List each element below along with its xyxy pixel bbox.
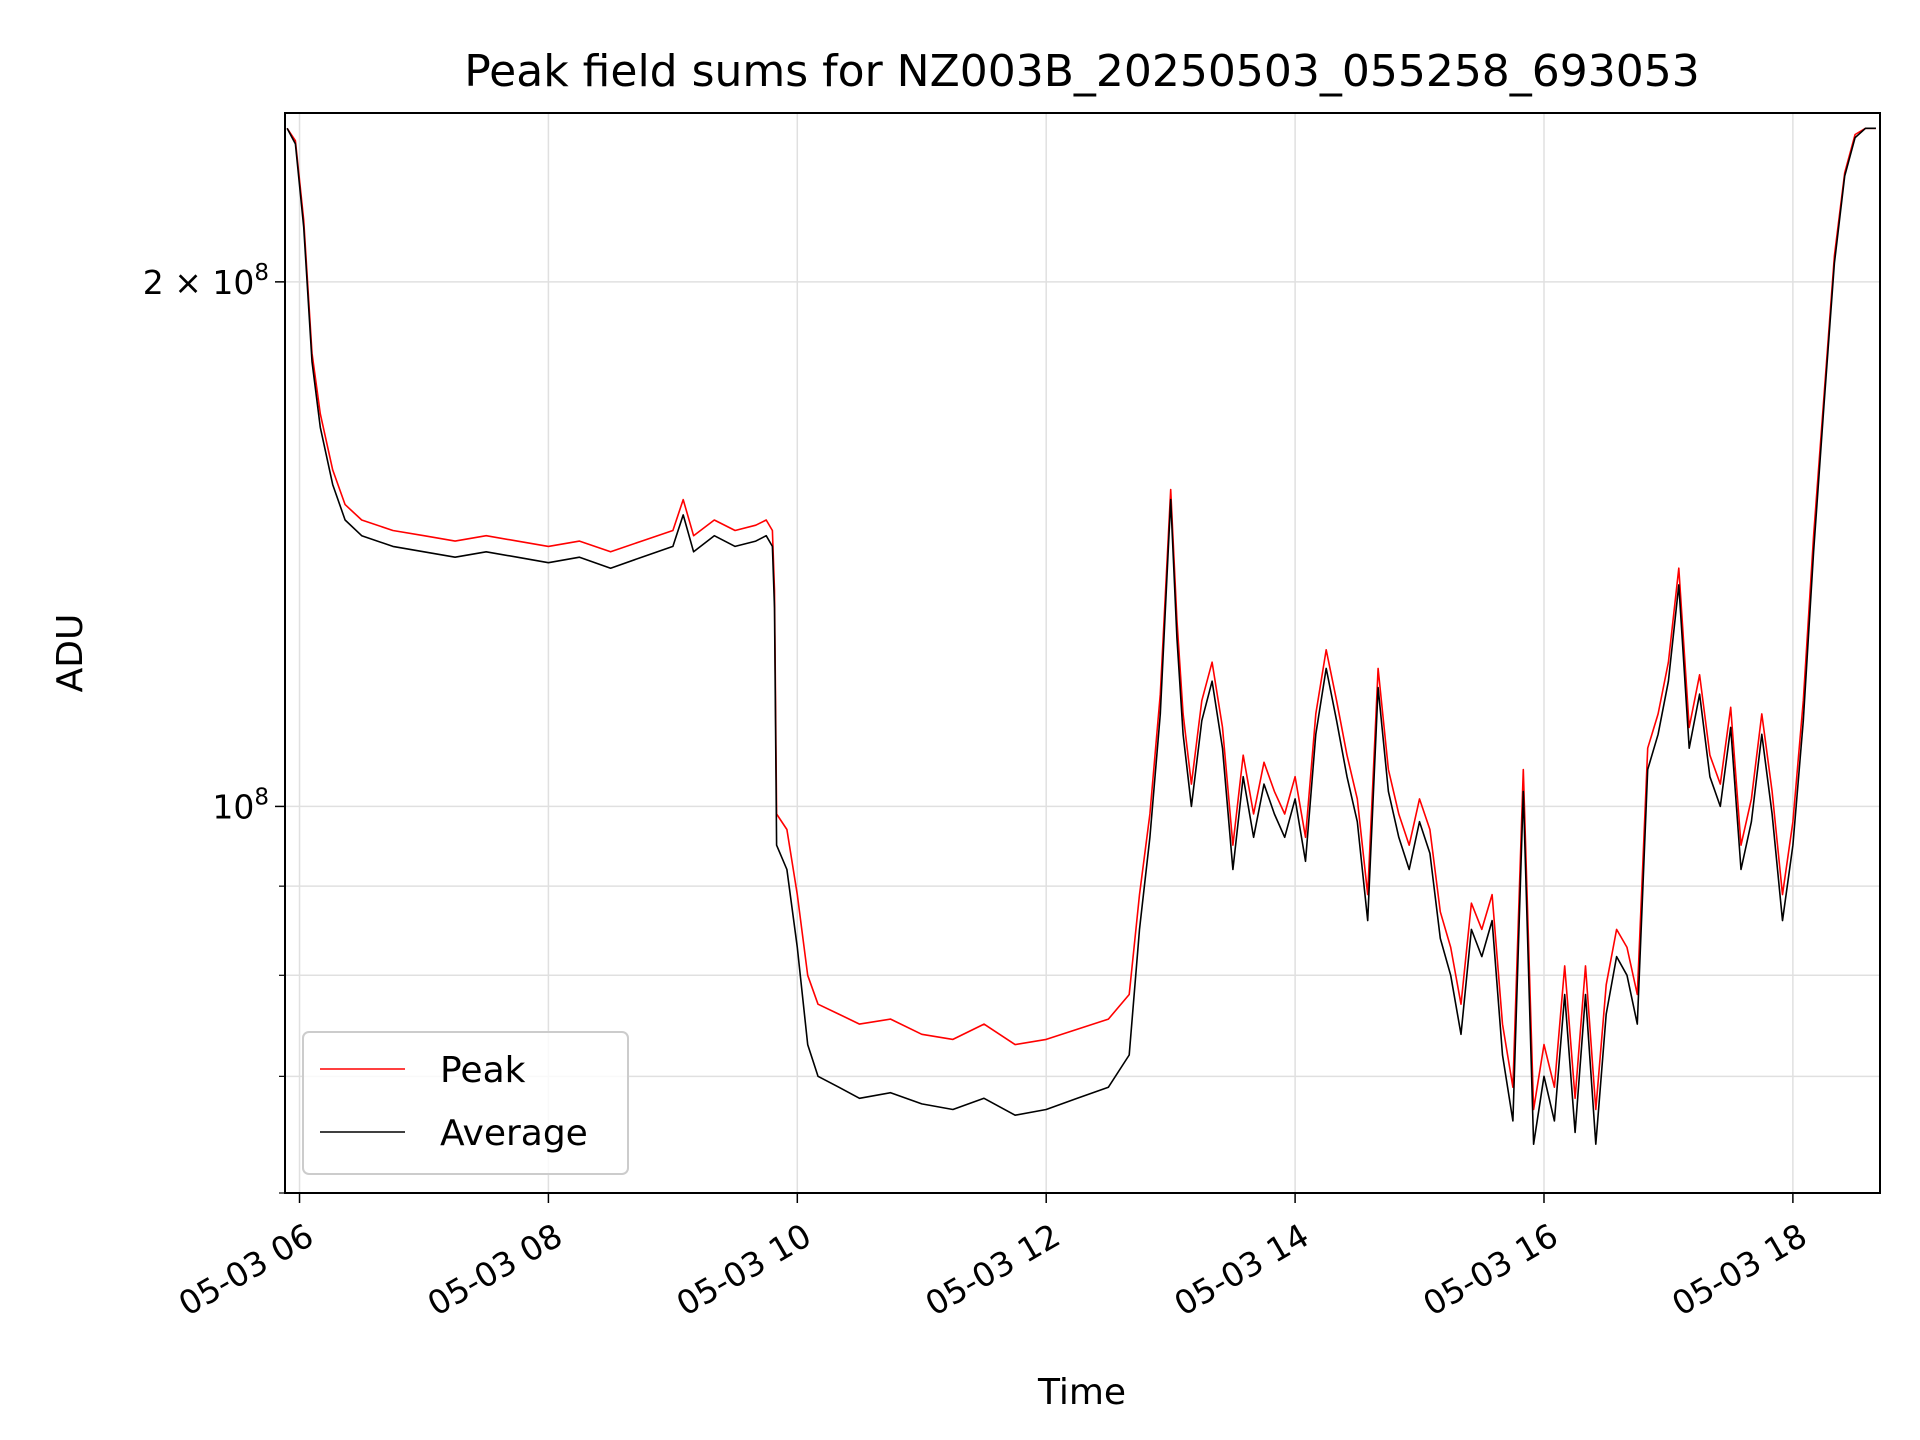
series-line-peak: [286, 127, 1876, 1111]
y-tick-label-exponent: 8: [254, 784, 269, 810]
series-layer: [286, 127, 1876, 1145]
y-tick-label: 2 × 108: [143, 260, 269, 302]
y-tick-label-exponent: 8: [254, 260, 269, 286]
y-tick-label-base: 10: [212, 787, 254, 826]
plot-frame: [284, 112, 1881, 1194]
legend-box: [302, 1031, 629, 1175]
chart-title: Peak field sums for NZ003B_20250503_0552…: [464, 46, 1700, 97]
series-line-average: [286, 127, 1876, 1145]
legend-label-average: Average: [440, 1113, 588, 1154]
y-tick-label: 108: [212, 784, 269, 826]
legend-label-peak: Peak: [440, 1050, 526, 1091]
y-axis-title: ADU: [50, 614, 91, 693]
x-axis-title: Time: [1037, 1372, 1126, 1413]
y-tick-label-base: 2 × 10: [143, 263, 255, 302]
legend: Peak Average: [302, 1031, 629, 1175]
